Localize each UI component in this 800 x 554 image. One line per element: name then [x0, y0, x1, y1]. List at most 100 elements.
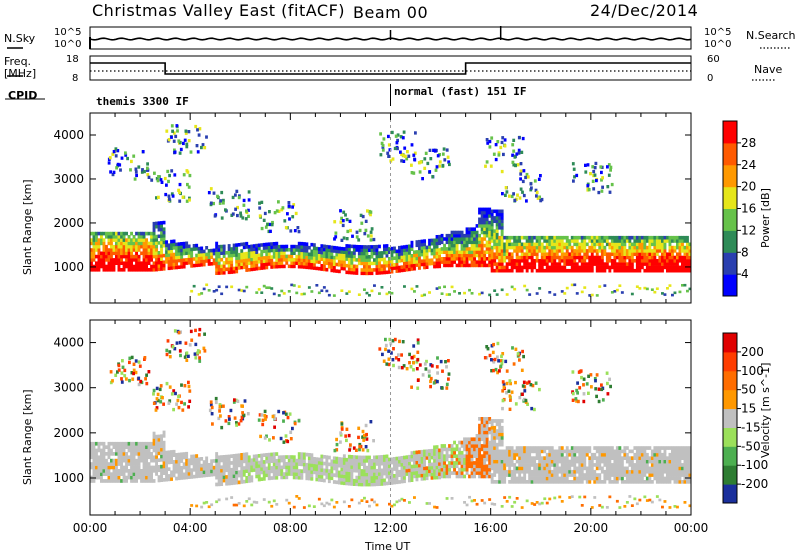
echo-cell	[460, 243, 464, 248]
echo-cell	[500, 463, 504, 467]
echo-cell	[360, 459, 364, 463]
echo-cell	[155, 458, 158, 463]
echo-cell	[666, 463, 669, 467]
echo-cell	[357, 254, 361, 259]
echo-cell	[681, 242, 684, 247]
echo-cell	[418, 470, 421, 475]
echo-cell	[200, 253, 204, 257]
echo-cell	[423, 265, 426, 270]
echo-cell	[152, 248, 156, 252]
echo-cell	[285, 261, 289, 265]
echo-cell	[240, 242, 244, 247]
echo-cell	[385, 471, 389, 476]
echo-cell	[220, 475, 224, 480]
echo-cell	[388, 474, 391, 479]
echo-cell	[615, 449, 619, 454]
echo-cell	[433, 469, 436, 473]
echo-cell	[145, 248, 148, 252]
echo-cell	[590, 476, 594, 481]
echo-cell	[460, 237, 464, 241]
echo-cell	[408, 267, 411, 272]
echo-cell	[465, 464, 469, 469]
echo-cell	[565, 262, 569, 266]
echo-cell	[342, 454, 346, 458]
echo-cell	[190, 454, 194, 459]
echo-cell	[260, 470, 264, 475]
echo-cell	[130, 231, 133, 236]
echo-cell	[370, 255, 374, 259]
echo-cell	[465, 461, 469, 465]
echo-cell	[663, 469, 667, 474]
echo-cell	[105, 244, 108, 249]
echo-cell	[438, 472, 441, 476]
echo-cell	[177, 245, 181, 250]
echo-cell	[368, 465, 371, 470]
echo-cell	[265, 459, 269, 464]
echo-cell	[515, 449, 519, 454]
echo-cell	[363, 268, 366, 272]
echo-cell	[458, 467, 461, 472]
echo-cell	[257, 253, 261, 257]
echo-cell	[289, 229, 293, 233]
echo-cell	[493, 229, 497, 233]
echo-cell	[345, 292, 349, 295]
echo-cell	[360, 455, 364, 460]
echo-cell	[282, 475, 286, 480]
echo-cell	[245, 479, 249, 484]
echo-cell	[676, 473, 679, 477]
echo-cell	[618, 262, 622, 266]
echo-cell	[628, 242, 632, 247]
echo-cell	[170, 169, 174, 173]
echo-cell	[420, 460, 424, 464]
echo-cell	[215, 462, 219, 466]
echo-cell	[230, 474, 234, 479]
echo-cell	[257, 467, 261, 472]
echo-cell	[277, 264, 281, 269]
echo-cell	[501, 192, 504, 196]
echo-cell	[538, 466, 542, 471]
echo-cell	[525, 255, 529, 260]
echo-cell	[580, 473, 584, 477]
echo-cell	[460, 440, 464, 445]
echo-cell	[480, 427, 484, 431]
echo-cell	[658, 446, 662, 450]
echo-cell	[523, 259, 527, 263]
echo-cell	[408, 478, 411, 483]
echo-cell	[155, 461, 158, 466]
echo-cell	[490, 446, 494, 450]
echo-cell	[488, 454, 492, 458]
echo-cell	[152, 441, 156, 446]
echo-cell	[110, 258, 113, 262]
echo-cell	[337, 463, 341, 468]
echo-cell	[334, 235, 338, 239]
echo-cell	[450, 457, 454, 462]
echo-cell	[190, 289, 194, 293]
echo-cell	[508, 239, 512, 243]
echo-cell	[370, 475, 374, 480]
echo-cell	[438, 286, 441, 289]
echo-cell	[505, 456, 509, 460]
echo-cell	[530, 473, 534, 477]
echo-cell	[350, 458, 354, 463]
echo-cell	[398, 456, 401, 461]
echo-cell	[433, 455, 436, 460]
echo-cell	[145, 261, 148, 265]
echo-cell	[147, 258, 151, 262]
echo-cell	[666, 259, 669, 263]
echo-cell	[445, 447, 449, 452]
echo-cell	[340, 263, 344, 267]
echo-cell	[320, 458, 324, 462]
echo-cell	[678, 459, 682, 464]
echo-cell	[518, 449, 522, 454]
echo-cell	[170, 135, 173, 139]
echo-cell	[372, 237, 376, 242]
echo-cell	[478, 224, 481, 228]
echo-cell	[403, 146, 407, 150]
echo-cell	[493, 463, 497, 467]
echo-cell	[163, 176, 167, 181]
echo-cell	[450, 257, 454, 261]
echo-cell	[125, 475, 128, 480]
echo-cell	[242, 245, 246, 250]
echo-cell	[127, 238, 131, 242]
echo-cell	[625, 469, 629, 474]
